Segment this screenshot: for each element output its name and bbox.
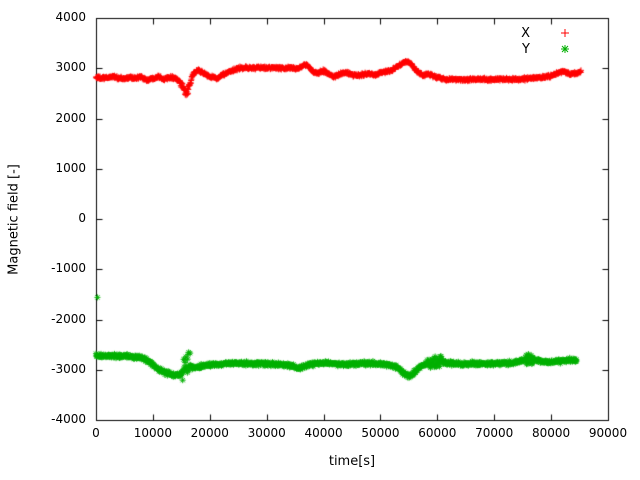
y-tick-label: 3000 bbox=[55, 60, 86, 75]
x-tick-label: 90000 bbox=[588, 426, 628, 440]
legend-marker-asterisk-icon bbox=[561, 45, 569, 53]
x-tick-label: 80000 bbox=[532, 426, 571, 440]
y-tick-label: 4000 bbox=[55, 10, 86, 24]
x-axis-title: time[s] bbox=[328, 454, 376, 469]
x-tick-label: 10000 bbox=[133, 426, 172, 440]
x-tick-label: 50000 bbox=[361, 426, 400, 440]
y-tick-label: 1000 bbox=[55, 160, 86, 175]
y-tick-label: -1000 bbox=[51, 261, 86, 276]
x-tick-label: 40000 bbox=[304, 426, 343, 440]
y-tick-label: 2000 bbox=[55, 110, 86, 125]
legend-marker-plus-icon bbox=[561, 29, 569, 37]
x-tick-label: 0 bbox=[92, 426, 100, 440]
legend-row: X bbox=[498, 25, 572, 41]
x-tick-label: 70000 bbox=[475, 426, 514, 440]
x-tick-label: 60000 bbox=[418, 426, 457, 440]
y-tick-label: -2000 bbox=[51, 311, 86, 326]
y-tick-label: 0 bbox=[78, 211, 86, 225]
legend-label: X bbox=[521, 25, 530, 41]
y-tick-label: -3000 bbox=[51, 361, 86, 376]
y-axis-title: Magnetic field [-] bbox=[6, 164, 22, 275]
y-tick-label: -4000 bbox=[51, 412, 86, 426]
x-tick-label: 30000 bbox=[247, 426, 286, 440]
legend-row: Y bbox=[498, 41, 572, 57]
legend-label: Y bbox=[522, 41, 530, 57]
x-tick-label: 20000 bbox=[190, 426, 229, 440]
